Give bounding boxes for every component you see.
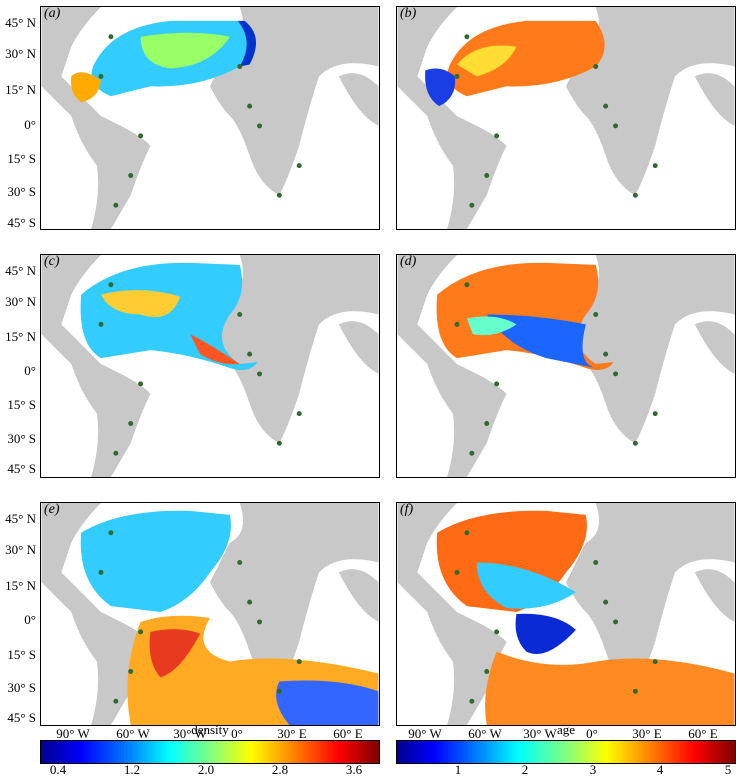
density-edge xyxy=(237,20,257,67)
lat-label: 30° N xyxy=(5,542,36,557)
age-plume xyxy=(447,20,605,97)
lon-label: 60° W xyxy=(116,726,150,741)
density-core xyxy=(100,290,181,318)
age-young xyxy=(486,314,596,368)
map-b xyxy=(397,7,735,229)
map-panel-b xyxy=(396,6,736,230)
lon-label: 0° xyxy=(586,726,598,741)
map-panel-c xyxy=(40,254,380,478)
lon-label: 60° E xyxy=(688,726,718,741)
colorbar-tick: 4 xyxy=(656,762,664,777)
age-young xyxy=(515,613,576,655)
lon-label: 90° W xyxy=(408,726,442,741)
colorbar-tick: 3.6 xyxy=(345,762,363,777)
panel-label-c: (c) xyxy=(44,254,60,269)
lat-label: 0° xyxy=(24,612,36,627)
map-panel-d xyxy=(396,254,736,478)
lon-label: 30° E xyxy=(277,726,307,741)
age-plume-south xyxy=(485,651,735,725)
lat-label: 30° S xyxy=(7,184,36,199)
density-edge xyxy=(276,680,379,725)
lat-label: 15° N xyxy=(5,82,36,97)
lat-label: 0° xyxy=(24,363,36,378)
colorbar-tick: 3 xyxy=(589,762,597,777)
colorbar-tick: 1 xyxy=(454,762,462,777)
colorbar-tick: 5 xyxy=(724,762,732,777)
lat-label: 30° S xyxy=(7,680,36,695)
colorbar-tick: 2 xyxy=(521,762,529,777)
panel-label-a: (a) xyxy=(44,6,61,21)
colorbar-age xyxy=(396,740,736,764)
lon-label: 90° W xyxy=(56,726,90,741)
density-plume-north xyxy=(80,510,231,613)
lat-label: 15° S xyxy=(7,647,36,662)
colorbar-tick: 1.2 xyxy=(123,762,141,777)
panel-label-f: (f) xyxy=(400,502,414,517)
lon-label: 30° E xyxy=(632,726,662,741)
map-e xyxy=(41,503,379,725)
lat-label: 30° S xyxy=(7,431,36,446)
age-mid xyxy=(466,316,517,336)
panel-label-b: (b) xyxy=(400,6,417,21)
colorbar-title-age: age xyxy=(556,722,576,737)
map-panel-f xyxy=(396,502,736,726)
panel-label-d: (d) xyxy=(400,254,417,269)
lat-label: 30° N xyxy=(5,294,36,309)
lon-label: 0° xyxy=(231,726,243,741)
density-hotspot xyxy=(190,334,240,365)
panel-label-e: (e) xyxy=(44,502,60,517)
age-mid xyxy=(476,562,576,609)
colorbar-tick: 2.8 xyxy=(271,762,289,777)
colorbar-title-density: density xyxy=(191,722,229,737)
density-plume xyxy=(80,262,258,370)
lat-label: 15° N xyxy=(5,578,36,593)
lat-label: 15° S xyxy=(7,151,36,166)
lat-label: 15° S xyxy=(7,397,36,412)
colorbar-tick: 2.0 xyxy=(197,762,215,777)
lat-label: 30° N xyxy=(5,46,36,61)
density-hotspot xyxy=(149,629,201,678)
lon-label: 30° W xyxy=(523,726,557,741)
lat-label: 45° S xyxy=(7,710,36,725)
lat-label: 45° S xyxy=(7,461,36,476)
map-panel-e xyxy=(40,502,380,726)
map-panel-a xyxy=(40,6,380,230)
age-young xyxy=(425,68,456,107)
lat-label: 15° N xyxy=(5,329,36,344)
lat-label: 45° N xyxy=(5,511,36,526)
lat-label: 45° S xyxy=(7,215,36,230)
map-a xyxy=(41,7,379,229)
density-core xyxy=(140,32,230,69)
colorbar-tick: 0.4 xyxy=(49,762,67,777)
lat-label: 0° xyxy=(24,117,36,132)
lon-label: 30° W xyxy=(173,726,207,741)
map-d xyxy=(397,255,735,477)
age-mid xyxy=(456,45,517,77)
map-f xyxy=(397,503,735,725)
colorbar-density xyxy=(40,740,380,764)
density-hotspot xyxy=(70,72,101,103)
lat-label: 45° N xyxy=(5,15,36,30)
lat-label: 45° N xyxy=(5,263,36,278)
lon-label: 60° W xyxy=(468,726,502,741)
lon-label: 60° E xyxy=(333,726,363,741)
map-c xyxy=(41,255,379,477)
